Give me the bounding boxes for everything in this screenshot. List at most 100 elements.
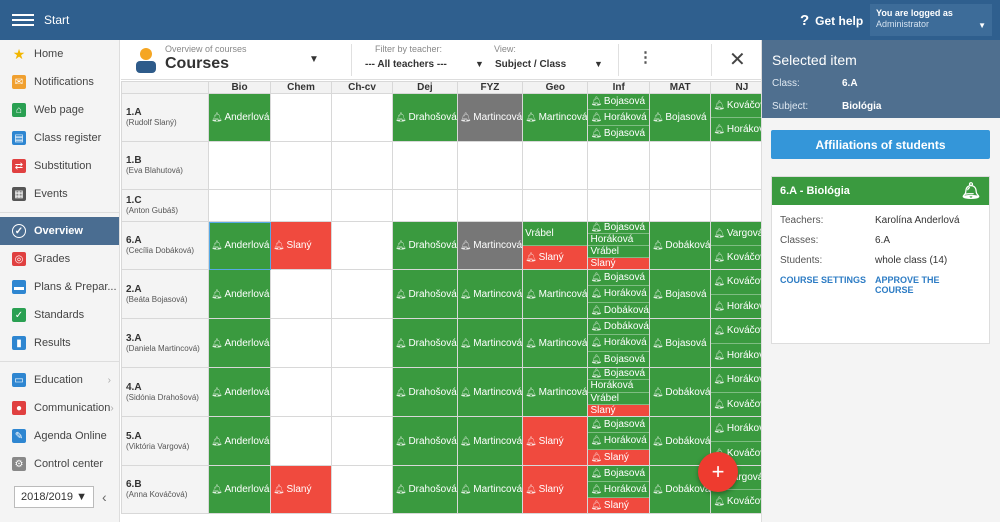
course-cell[interactable]: 🔔︎ Anderlová xyxy=(208,318,271,368)
sidebar-item-control-center[interactable]: ⚙ Control center xyxy=(0,450,119,478)
course-segment[interactable]: Slaný xyxy=(588,404,649,416)
class-row-header[interactable]: 1.A (Rudolf Slaný) xyxy=(121,93,209,142)
course-segment[interactable]: 🔔︎ Drahošová xyxy=(393,466,457,513)
course-cell[interactable]: 🔔︎ Drahošová xyxy=(392,318,458,368)
course-cell[interactable]: 🔔︎ Martincová xyxy=(522,318,589,368)
menu-icon[interactable] xyxy=(12,11,34,29)
course-segment[interactable]: 🔔︎Vargová xyxy=(711,222,772,246)
course-segment[interactable]: 🔔︎ Anderlová xyxy=(209,270,270,318)
course-segment[interactable]: 🔔︎ Anderlová xyxy=(209,94,270,141)
course-segment[interactable]: 🔔︎ Slaný xyxy=(523,417,587,465)
course-segment[interactable]: 🔔︎ Drahošová xyxy=(393,94,457,141)
course-segment[interactable]: Vrábel xyxy=(523,222,587,246)
teacher-filter-select[interactable]: --- All teachers --- xyxy=(365,59,447,70)
sidebar-item-events[interactable]: ▦ Events xyxy=(0,180,119,208)
course-cell[interactable] xyxy=(270,141,332,190)
class-row-header[interactable]: 5.A (Viktória Vargová) xyxy=(121,416,209,466)
course-cell[interactable]: 🔔︎ Anderlová xyxy=(208,93,271,142)
chevron-down-icon[interactable]: ▼ xyxy=(475,59,484,69)
course-cell[interactable]: 🔔︎ Martincová xyxy=(456,221,524,270)
class-row-header[interactable]: 6.B (Anna Kováčová) xyxy=(121,465,209,514)
course-cell[interactable]: 🔔︎ Bojasová 🔔︎ Horáková 🔔︎ Bojasová xyxy=(587,93,650,142)
course-cell[interactable] xyxy=(392,189,458,222)
course-segment[interactable]: 🔔︎ Bojasová xyxy=(650,94,710,141)
course-segment[interactable]: 🔔︎ Bojasová xyxy=(650,319,710,367)
class-row-header[interactable]: 3.A (Daniela Martincová) xyxy=(121,318,209,368)
sidebar-item-communication[interactable]: ● Communication › xyxy=(0,394,119,422)
course-cell[interactable] xyxy=(331,221,393,270)
course-segment[interactable]: 🔔︎ Drahošová xyxy=(393,270,457,318)
course-segment[interactable]: 🔔︎ Bojasová xyxy=(588,368,649,381)
course-cell[interactable] xyxy=(331,189,393,222)
close-icon[interactable]: ✕ xyxy=(729,49,746,71)
course-segment[interactable]: 🔔︎ Slaný xyxy=(588,449,649,465)
course-cell[interactable] xyxy=(270,189,332,222)
course-segment[interactable]: 🔔︎ Bojasová xyxy=(588,270,649,287)
course-cell[interactable]: 🔔︎ Martincová xyxy=(522,269,589,319)
course-cell[interactable]: 🔔︎ Dobáková 🔔︎ Horáková 🔔︎ Bojasová xyxy=(587,318,650,368)
add-button[interactable]: + xyxy=(698,452,738,492)
course-segment[interactable]: 🔔︎ Slaný xyxy=(523,466,587,513)
course-segment[interactable]: 🔔︎ Horáková xyxy=(711,118,772,141)
course-segment[interactable]: Vrábel xyxy=(588,246,649,258)
course-cell[interactable] xyxy=(392,141,458,190)
bell-icon[interactable]: 🔔︎ xyxy=(960,183,981,200)
course-cell[interactable]: 🔔︎ Drahošová xyxy=(392,93,458,142)
class-row-header[interactable]: 1.B (Eva Blahutová) xyxy=(121,141,209,190)
course-segment[interactable]: 🔔︎ Drahošová xyxy=(393,368,457,416)
course-cell[interactable] xyxy=(270,318,332,368)
course-cell[interactable] xyxy=(587,189,650,222)
course-cell[interactable]: 🔔︎ Slaný xyxy=(522,465,589,514)
course-segment[interactable]: 🔔︎ Drahošová xyxy=(393,417,457,465)
course-segment[interactable]: 🔔︎ Anderlová xyxy=(209,319,270,367)
course-cell[interactable] xyxy=(456,189,524,222)
view-select[interactable]: Subject / Class xyxy=(495,59,567,70)
course-cell[interactable] xyxy=(270,367,332,417)
course-cell[interactable]: 🔔︎ Drahošová xyxy=(392,221,458,270)
course-segment[interactable]: 🔔︎Kováčová xyxy=(711,490,772,513)
sidebar-item-plans-prepar[interactable]: ▬ Plans & Prepar... xyxy=(0,273,119,301)
course-cell[interactable]: 🔔︎ Bojasová xyxy=(648,269,712,319)
course-segment[interactable]: 🔔︎Kováčová xyxy=(711,94,772,118)
class-row-header[interactable]: 1.C (Anton Gubáš) xyxy=(121,189,209,222)
course-cell[interactable]: 🔔︎ Bojasová xyxy=(648,318,712,368)
course-cell[interactable]: 🔔︎ Martincová xyxy=(456,416,524,466)
course-segment[interactable]: 🔔︎ Martincová xyxy=(458,417,522,465)
course-cell[interactable]: 🔔︎ Martincová xyxy=(522,367,589,417)
course-segment[interactable]: 🔔︎ Horáková xyxy=(588,433,649,450)
class-row-header[interactable]: 6.A (Cecília Dobáková) xyxy=(121,221,209,270)
column-header[interactable]: FYZ xyxy=(456,81,524,94)
course-segment[interactable]: 🔔︎ Bojasová xyxy=(650,270,710,318)
course-cell[interactable]: 🔔︎ Anderlová xyxy=(208,221,271,270)
course-segment[interactable]: 🔔︎ Horáková xyxy=(588,286,649,303)
course-segment[interactable]: 🔔︎ Martincová xyxy=(458,466,522,513)
course-segment[interactable]: 🔔︎ Dobáková xyxy=(650,417,710,465)
course-cell[interactable]: 🔔︎ Bojasová 🔔︎ Horáková 🔔︎ Slaný xyxy=(587,416,650,466)
course-segment[interactable]: 🔔︎ Bojasová xyxy=(588,126,649,141)
column-header[interactable]: Geo xyxy=(522,81,589,94)
course-cell[interactable]: 🔔︎ Anderlová xyxy=(208,367,271,417)
course-segment[interactable]: 🔔︎ Dobáková xyxy=(588,319,649,336)
course-cell[interactable] xyxy=(331,141,393,190)
course-cell[interactable] xyxy=(331,318,393,368)
course-cell[interactable] xyxy=(522,189,589,222)
column-header[interactable]: Inf xyxy=(587,81,650,94)
course-settings-link[interactable]: COURSE SETTINGS xyxy=(780,275,867,285)
course-segment[interactable]: 🔔︎ Dobáková xyxy=(588,302,649,318)
course-segment[interactable]: Slaný xyxy=(588,258,649,269)
title-dropdown-icon[interactable]: ▼ xyxy=(309,54,319,65)
course-cell[interactable] xyxy=(522,141,589,190)
course-cell[interactable]: Vrábel 🔔︎ Slaný xyxy=(522,221,589,270)
course-segment[interactable]: 🔔︎Kováčová xyxy=(711,246,772,269)
sidebar-item-notifications[interactable]: ✉ Notifications xyxy=(0,68,119,96)
course-cell[interactable] xyxy=(648,141,712,190)
column-header[interactable]: Bio xyxy=(208,81,271,94)
course-cell[interactable]: 🔔︎ Bojasová xyxy=(648,93,712,142)
course-cell[interactable]: 🔔︎ Drahošová xyxy=(392,465,458,514)
course-segment[interactable]: 🔔︎ Anderlová xyxy=(209,417,270,465)
sidebar-item-overview[interactable]: ✓ Overview xyxy=(0,217,119,245)
course-cell[interactable] xyxy=(331,367,393,417)
course-cell[interactable] xyxy=(208,189,271,222)
course-segment[interactable]: 🔔︎ Slaný xyxy=(271,466,331,513)
course-segment[interactable]: 🔔︎ Martincová xyxy=(523,270,587,318)
